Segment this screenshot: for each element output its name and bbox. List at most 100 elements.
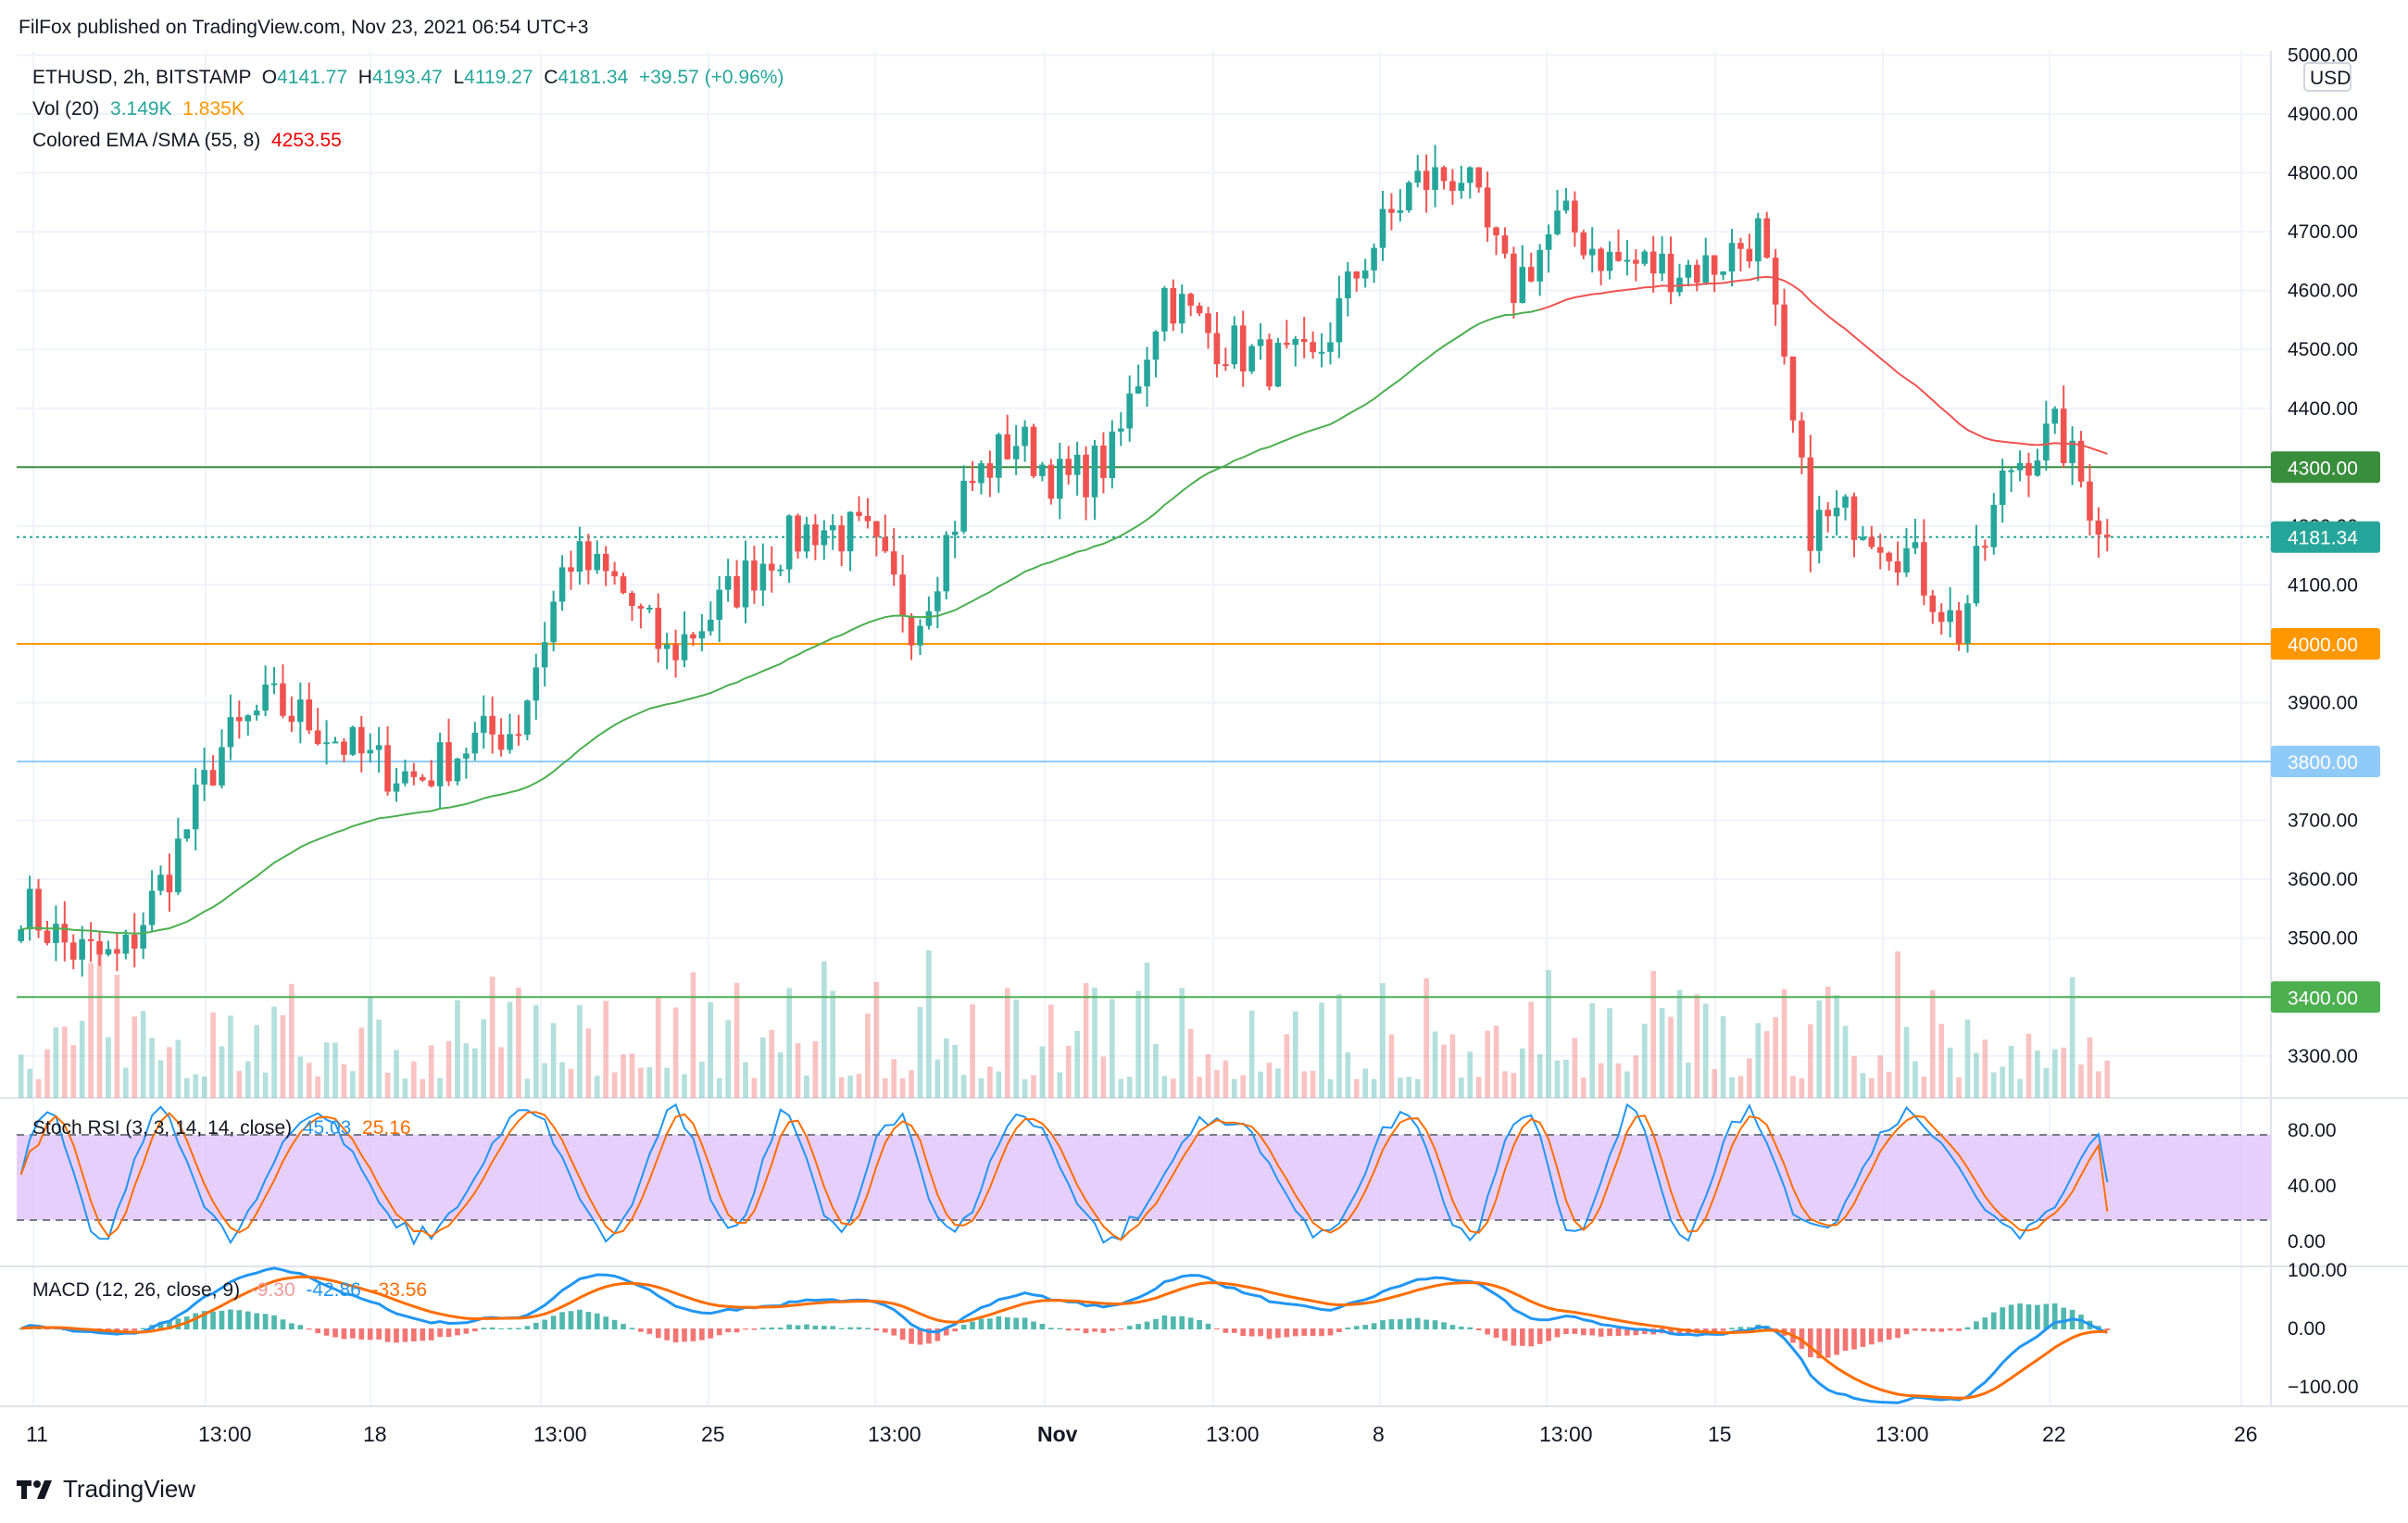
svg-text:3400.00: 3400.00 — [2288, 988, 2358, 1009]
candle-body — [576, 541, 583, 573]
macd-hist-bar — [1868, 1328, 1875, 1345]
volume-bar — [1004, 988, 1010, 1098]
macd-hist-bar — [420, 1328, 426, 1341]
volume-bar — [987, 1066, 993, 1098]
volume-bar — [1022, 1078, 1028, 1098]
candle-body — [1493, 227, 1499, 236]
tradingview-brand[interactable]: TradingView — [17, 1475, 195, 1504]
volume-bar — [638, 1067, 644, 1098]
candle-body — [1685, 264, 1692, 278]
volume-bar — [1528, 1001, 1535, 1098]
time-axis[interactable]: 11 13:00 18 13:00 25 13:00 Nov 13:00 8 13:00 15 13:… — [26, 1422, 2258, 1446]
volume-value: 3.149K — [110, 98, 172, 120]
volume-bar — [2087, 1037, 2093, 1098]
volume-bar — [1615, 1063, 1622, 1098]
candle-body — [2025, 462, 2032, 476]
symbol-legend[interactable]: ETHUSD, 2h, BITSTAMP O4141.77 H4193.47 L… — [32, 67, 784, 89]
candle-body — [79, 938, 85, 960]
price-axis[interactable]: 5000.00 4900.00 4800.00 4700.00 4600.00 4500.… — [2288, 44, 2358, 1066]
macd-hist-bar — [1947, 1328, 1953, 1331]
macd-hist-bar — [1938, 1328, 1945, 1332]
publisher-caption: FilFox published on TradingView.com, Nov… — [19, 17, 589, 38]
ema-legend[interactable]: Colored EMA /SMA (55, 8) 4253.55 — [32, 130, 342, 152]
macd-hist-bar — [1039, 1323, 1046, 1329]
macd-hist-bar — [1633, 1328, 1639, 1336]
volume-bar — [1842, 1026, 1849, 1098]
candle-body — [1912, 542, 1919, 548]
price-tick: 4700.00 — [2288, 221, 2358, 243]
volume-bar — [699, 1061, 705, 1098]
candle-body — [280, 683, 286, 716]
candle-body — [1964, 603, 1971, 644]
candle-body — [1327, 342, 1334, 352]
candle-body — [402, 771, 408, 784]
stoch-legend[interactable]: Stoch RSI (3, 3, 14, 14, close) 45.03 25… — [32, 1117, 411, 1139]
volume-bar — [1074, 1030, 1080, 1098]
candle-body — [1310, 342, 1316, 353]
macd-hist-bar — [1668, 1328, 1674, 1335]
volume-bar — [1485, 1030, 1490, 1098]
volume-bar — [1650, 971, 1657, 1098]
volume-bar — [2078, 1064, 2084, 1098]
candle-body — [1842, 496, 1849, 509]
volume-bar — [960, 1075, 967, 1098]
horizontal-levels[interactable] — [17, 466, 2271, 999]
macd-hist-bar — [2008, 1304, 2014, 1329]
macd-hist-bar — [332, 1328, 338, 1338]
volume-bar — [786, 988, 792, 1098]
macd-hist-bar — [1615, 1328, 1622, 1337]
volume-bar — [1712, 1069, 1717, 1098]
currency-badge[interactable]: USD — [2303, 62, 2352, 92]
time-tick: 8 — [1373, 1422, 1385, 1446]
volume-bar — [1336, 994, 1342, 1098]
macd-hist-bar — [970, 1321, 975, 1329]
candle-body — [821, 530, 828, 546]
symbol-name: ETHUSD, 2h, BITSTAMP — [32, 67, 252, 88]
macd-hist-bar — [498, 1328, 504, 1329]
macd-hist-bar — [909, 1328, 914, 1344]
candle-body — [1789, 356, 1797, 421]
candle-body — [1371, 247, 1377, 271]
macd-hist-bar — [1170, 1316, 1176, 1329]
volume-bar — [1118, 1078, 1124, 1098]
candle-body — [1633, 259, 1639, 264]
candle-body — [1720, 271, 1726, 275]
macd-hist-bar — [201, 1311, 207, 1329]
macd-hist-bar — [1179, 1315, 1185, 1329]
macd-hist-bar — [1266, 1328, 1273, 1340]
candle-body — [986, 463, 994, 478]
volume-bar — [1546, 970, 1551, 1098]
macd-hist-bar — [1729, 1328, 1735, 1329]
macd-hist-bar — [1712, 1328, 1717, 1332]
macd-hist-bar — [1493, 1328, 1499, 1339]
macd-legend[interactable]: MACD (12, 26, close, 9) -9.30 -42.86 -33… — [32, 1279, 427, 1302]
macd-hist-bar — [1048, 1328, 1054, 1329]
candle-body — [524, 700, 531, 736]
volume-bar — [1668, 1016, 1674, 1098]
candle-body — [1615, 251, 1622, 261]
time-tick: 11 — [26, 1422, 48, 1446]
candle-body — [759, 563, 767, 591]
candle-body — [1117, 428, 1124, 432]
candle-body — [934, 591, 941, 611]
volume-bar — [44, 1049, 50, 1098]
candle-body — [375, 745, 383, 750]
time-tick: 26 — [2234, 1422, 2258, 1446]
volume-bar — [149, 1038, 155, 1098]
macd-hist-bar — [1598, 1328, 1604, 1337]
volume-bar — [35, 1078, 42, 1098]
volume-bar — [1398, 1077, 1403, 1098]
candle-body — [1405, 183, 1412, 211]
candle-body — [1274, 342, 1282, 387]
volume-bar — [88, 963, 94, 1098]
volume-bar — [1248, 1010, 1255, 1098]
candle-body — [1746, 248, 1753, 262]
candle-body — [672, 644, 679, 661]
candle-body — [44, 930, 51, 943]
volume-legend[interactable]: Vol (20) 3.149K 1.835K — [32, 98, 245, 120]
volume-bar — [629, 1053, 635, 1098]
candle-body — [1702, 255, 1710, 283]
macd-hist-bar — [516, 1328, 521, 1329]
macd-hist-bar — [611, 1319, 618, 1329]
